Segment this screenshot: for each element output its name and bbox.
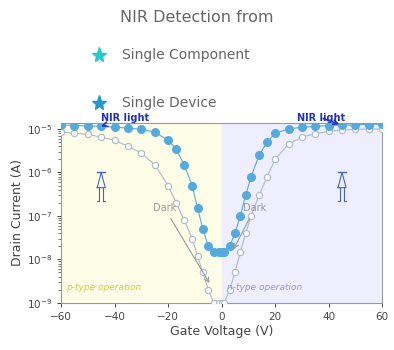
Bar (221, 122, 382, 303)
Text: 🔵: 🔵 (97, 175, 105, 188)
X-axis label: Gate Voltage (V): Gate Voltage (V) (170, 324, 273, 337)
Text: Single Device: Single Device (122, 96, 217, 110)
Text: NIR light: NIR light (101, 113, 149, 126)
Bar (61, 122, 221, 303)
Text: n-type operation: n-type operation (227, 283, 302, 292)
Text: NIR Detection from: NIR Detection from (120, 10, 274, 25)
Text: 🔵: 🔵 (338, 175, 346, 188)
Text: Dark: Dark (234, 203, 266, 248)
Text: Dark: Dark (153, 203, 209, 282)
Text: NIR light: NIR light (297, 113, 345, 124)
Text: p-type operation: p-type operation (67, 283, 142, 292)
Text: Single Component: Single Component (122, 48, 250, 62)
Y-axis label: Drain Current (A): Drain Current (A) (11, 159, 24, 266)
